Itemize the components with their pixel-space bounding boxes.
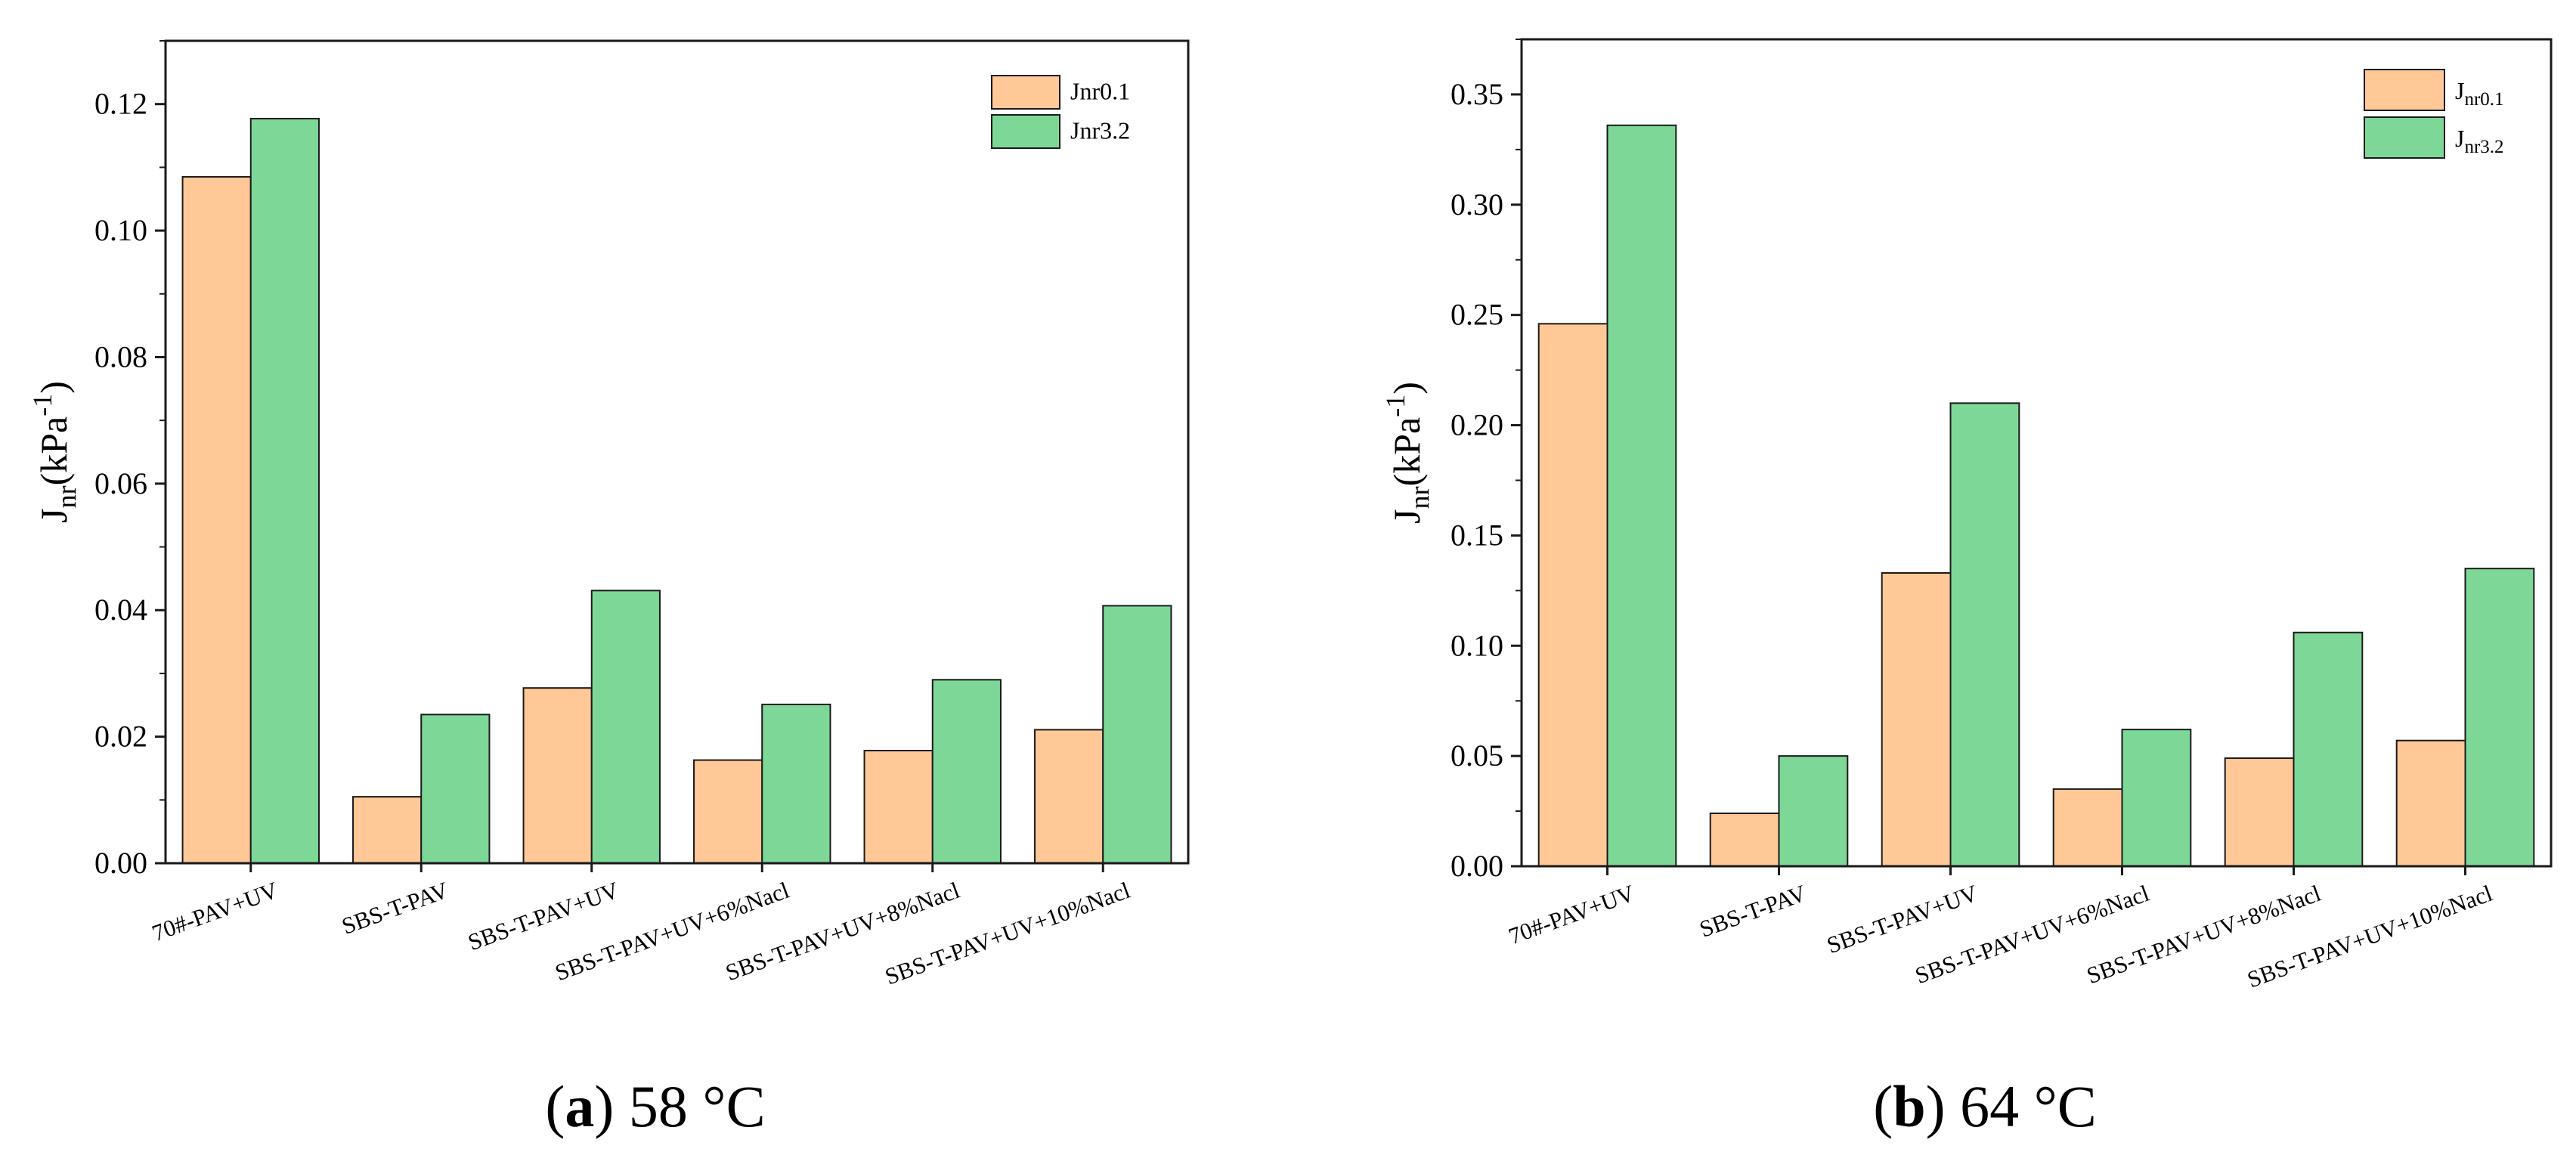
bar-jnr01-2 [352, 796, 423, 864]
y-tick-label: 0.10 [1451, 628, 1503, 662]
legend-swatch-jnr32 [991, 114, 1060, 149]
legend-swatch-jnr01 [2364, 69, 2445, 111]
y-axis-label-close: ) [1386, 382, 1428, 395]
y-tick-label: 0.08 [94, 339, 147, 373]
y-axis-label-sub: nr [51, 485, 82, 508]
bar-jnr32-2 [1778, 755, 1849, 868]
y-axis-label-rest: (kPa [1386, 417, 1428, 487]
bar-jnr32-1 [249, 117, 320, 865]
bar-jnr01-6 [1034, 729, 1104, 865]
bar-jnr32-1 [1606, 124, 1677, 867]
bar-jnr32-2 [420, 714, 491, 864]
y-axis-label-sub: nr [1404, 486, 1435, 509]
panel-caption-a: (a) 58 °C [545, 1073, 765, 1139]
legend-label-main: Jnr3.2 [1070, 117, 1130, 144]
bar-jnr32-3 [590, 590, 661, 864]
bar-jnr01-4 [693, 759, 763, 864]
x-tick-label-2: SBS-T-PAV [1696, 879, 1810, 942]
bar-jnr01-6 [2395, 739, 2466, 867]
bar-jnr01-3 [522, 687, 593, 864]
legend-label-sub: nr3.2 [2464, 137, 2503, 157]
bar-jnr01-2 [1709, 812, 1780, 868]
bar-jnr32-3 [1949, 402, 2020, 867]
bar-jnr32-4 [761, 703, 831, 864]
caption-open: ( [1873, 1073, 1893, 1139]
y-tick-label: 0.05 [1451, 738, 1503, 773]
y-tick-label: 0.30 [1451, 187, 1503, 221]
bar-jnr01-1 [1537, 323, 1608, 867]
bar-jnr32-5 [2293, 631, 2364, 868]
bar-jnr01-5 [2224, 757, 2295, 867]
legend-label-sub: nr0.1 [2464, 89, 2503, 110]
y-axis-label-sup: -1 [27, 394, 57, 416]
legend-label-main: J [2455, 77, 2464, 104]
y-axis-label: Jnr(kPa-1) [1380, 382, 1435, 524]
x-tick-label-2: SBS-T-PAV [338, 876, 452, 939]
bar-jnr32-5 [931, 679, 1002, 864]
y-tick-label: 0.12 [94, 87, 147, 121]
y-tick-label: 0.06 [94, 466, 147, 500]
bar-jnr32-6 [1102, 605, 1172, 864]
y-axis-label-main: J [33, 508, 75, 522]
legend-label-jnr32: Jnr3.2 [1070, 117, 1130, 144]
panel-caption-b: (b) 64 °C [1873, 1073, 2097, 1139]
bar-jnr01-3 [1881, 571, 1952, 868]
caption-letter: a [565, 1073, 594, 1139]
caption-letter: b [1893, 1073, 1925, 1139]
y-tick-label: 0.25 [1451, 298, 1503, 332]
legend-label-main: J [2455, 125, 2464, 152]
y-tick-label: 0.20 [1451, 408, 1503, 442]
legend-swatch-jnr32 [2364, 116, 2445, 159]
plot-frame [164, 39, 1190, 865]
y-axis-label-main: J [1386, 509, 1428, 523]
caption-close: ) [594, 1073, 628, 1139]
caption-close: ) [1926, 1073, 1960, 1139]
chart-panel-a: 0.00 0.02 0.04 0.06 0.08 0.10 0.12 70#-PAV+UV SB… [27, 39, 1190, 1139]
y-tick-label: 0.02 [94, 720, 147, 754]
y-tick-label: 0.00 [94, 846, 147, 880]
legend-label-jnr01: Jnr0.1 [2455, 77, 2504, 110]
legend-swatch-jnr01 [991, 75, 1060, 110]
bar-jnr01-1 [181, 175, 252, 864]
y-tick-label: 0.15 [1451, 518, 1503, 552]
caption-open: ( [545, 1073, 565, 1139]
y-tick-label: 0.00 [1451, 849, 1503, 883]
bar-jnr32-6 [2464, 568, 2535, 867]
bar-jnr32-4 [2121, 729, 2192, 867]
bar-jnr01-5 [863, 750, 933, 865]
y-axis-label-rest: (kPa [33, 416, 75, 486]
caption-temperature: 64 °C [1960, 1073, 2097, 1139]
chart-panel-b: 0.00 0.05 0.10 0.15 0.20 0.25 0.30 0.35 70#-PAV+… [1380, 38, 2553, 1139]
y-axis-label-sup: -1 [1380, 395, 1410, 417]
plot-frame [1520, 38, 2553, 868]
legend-label-jnr01: Jnr0.1 [1070, 78, 1130, 105]
y-tick-label: 0.35 [1451, 77, 1503, 111]
x-tick-label-1: 70#-PAV+UV [148, 876, 281, 946]
bar-jnr01-4 [2052, 788, 2123, 867]
y-axis-label-close: ) [33, 381, 75, 394]
y-tick-label: 0.10 [94, 213, 147, 247]
legend-label-main: Jnr0.1 [1070, 78, 1130, 105]
caption-temperature: 58 °C [629, 1073, 766, 1139]
y-tick-label: 0.04 [94, 593, 147, 627]
legend-label-jnr32: Jnr3.2 [2455, 125, 2504, 157]
x-tick-label-1: 70#-PAV+UV [1505, 879, 1638, 949]
y-axis-label: Jnr(kPa-1) [27, 381, 82, 523]
